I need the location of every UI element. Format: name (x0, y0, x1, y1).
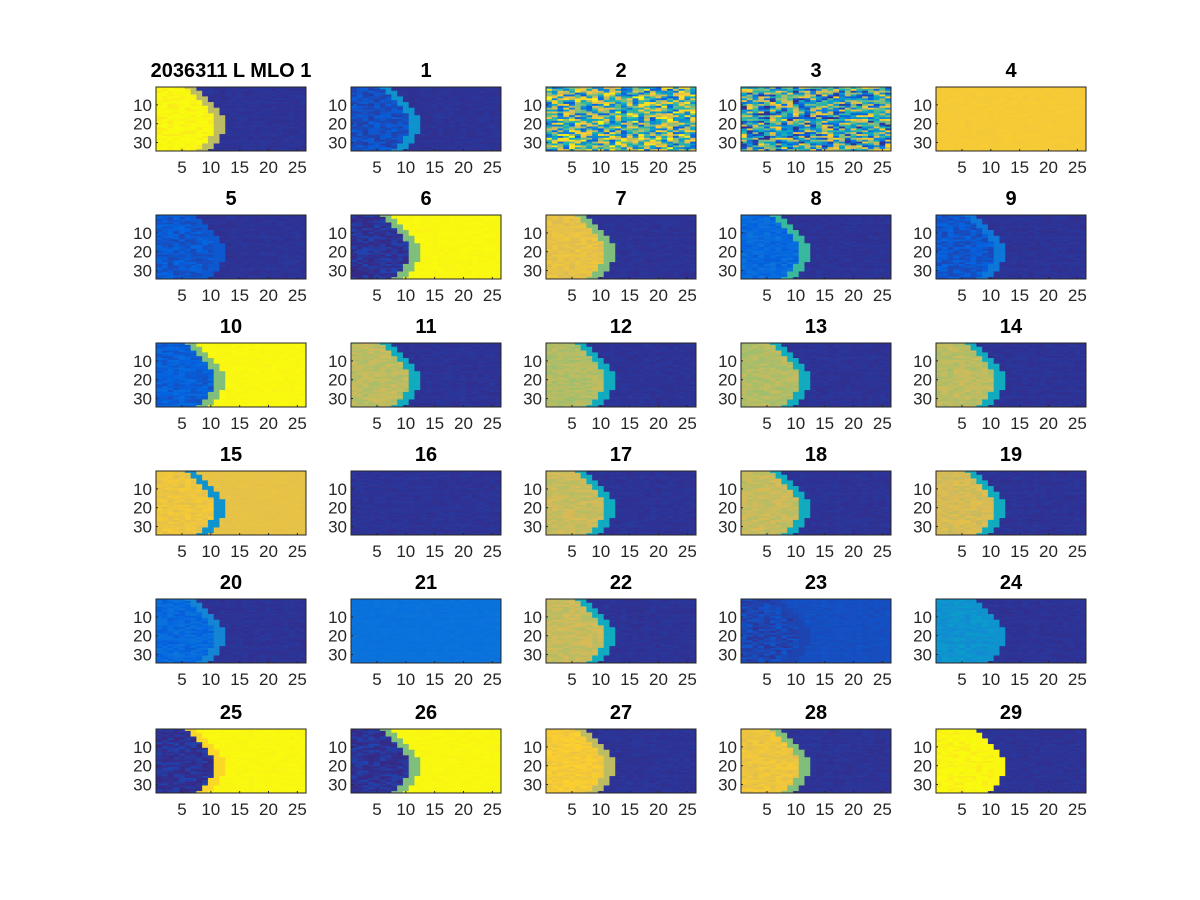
y-tick-label: 30 (133, 134, 152, 153)
panel-title: 2036311 L MLO 1 (151, 60, 312, 82)
y-tick-label: 10 (133, 96, 152, 115)
x-tick-label: 15 (230, 158, 249, 177)
x-tick-label: 25 (288, 158, 307, 177)
x-tick-label: 5 (177, 158, 186, 177)
y-tick-label: 20 (133, 115, 152, 134)
x-tick-label: 20 (259, 158, 278, 177)
x-tick-label: 10 (201, 158, 220, 177)
